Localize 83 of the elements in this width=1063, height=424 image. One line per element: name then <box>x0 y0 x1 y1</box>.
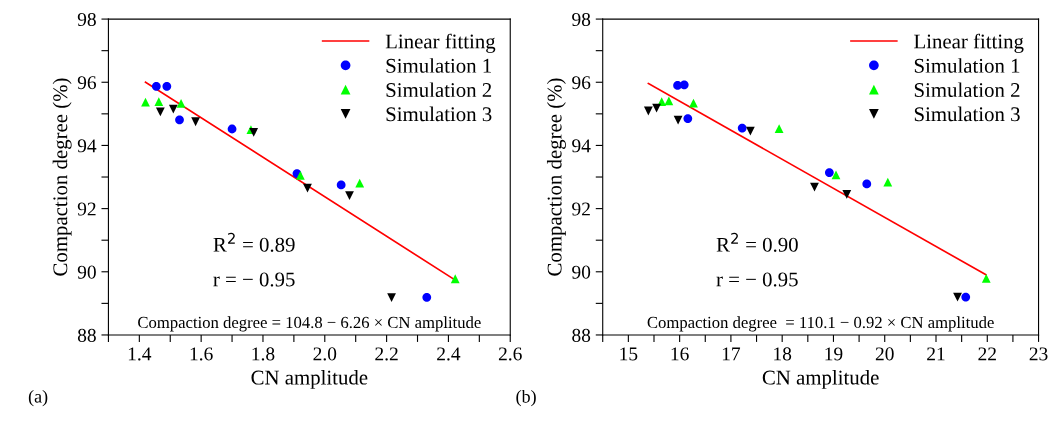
y-tick-label: 98 <box>572 12 591 27</box>
annotation: R$^{2}$ = 0.90 <box>716 232 798 252</box>
point <box>151 81 161 91</box>
point <box>953 292 962 302</box>
point <box>679 80 689 90</box>
point <box>336 180 346 190</box>
x-tick-label: 23 <box>1029 347 1048 361</box>
annotation: R$^{2}$ = 0.89 <box>213 232 295 252</box>
x-tick-label: 17 <box>722 347 741 361</box>
y-axis-title: Compaction degree (%) <box>546 78 566 276</box>
point <box>168 104 178 114</box>
x-tick-label: 21 <box>927 347 945 361</box>
point <box>176 99 186 108</box>
y-tick-label: 92 <box>572 202 590 216</box>
point <box>345 191 354 201</box>
y-tick-label: 92 <box>77 202 96 216</box>
annotation: r = − 0.95 <box>716 272 798 287</box>
point <box>355 178 365 188</box>
point <box>155 107 165 117</box>
y-tick-label: 90 <box>77 265 96 279</box>
point <box>810 182 819 192</box>
x-tick-label: 2.0 <box>313 347 337 361</box>
x-tick-label: 1.8 <box>252 347 275 361</box>
y-tick-label: 96 <box>572 76 591 90</box>
point <box>737 123 747 133</box>
point <box>824 168 834 177</box>
point <box>652 103 661 113</box>
point <box>191 117 200 127</box>
y-tick-label: 90 <box>572 265 591 279</box>
x-tick-label: 16 <box>671 347 689 361</box>
y-axis-title: Compaction degree (%) <box>52 78 72 276</box>
point <box>774 124 784 134</box>
point <box>450 274 460 284</box>
y-tick-label: 94 <box>572 139 591 153</box>
y-tick-label: 88 <box>572 328 591 342</box>
annotation: r = − 0.95 <box>213 272 295 287</box>
x-tick-label: 20 <box>875 347 894 361</box>
point <box>141 97 150 107</box>
x-tick-label: 1.4 <box>128 347 152 361</box>
text: (a) <box>28 389 48 407</box>
point <box>643 106 653 116</box>
point <box>883 177 893 187</box>
point <box>162 81 172 91</box>
y-tick-label: 94 <box>77 139 97 153</box>
y-tick-label: 88 <box>77 328 96 342</box>
legend-label: Linear fitting <box>914 33 1024 53</box>
point <box>842 190 852 199</box>
x-axis-title: CN amplitude <box>251 369 368 389</box>
annotation: Compaction degree = 104.8 − 6.26 × CN amplitude <box>138 316 481 332</box>
x-tick-label: 2.6 <box>498 347 522 361</box>
point <box>154 97 164 106</box>
point <box>862 179 872 189</box>
legend-label: Linear fitting <box>385 33 496 53</box>
point <box>961 292 971 302</box>
y-tick-label: 96 <box>77 76 97 90</box>
x-tick-label: 15 <box>620 347 638 361</box>
point <box>303 183 312 193</box>
legend-label: Simulation 1 <box>914 58 1020 73</box>
x-tick-label: 22 <box>978 347 996 361</box>
point <box>387 293 396 303</box>
legend-label: Simulation 3 <box>386 106 492 122</box>
point <box>227 124 237 134</box>
text: (b) <box>516 389 536 407</box>
legend-label: Simulation 2 <box>914 82 1020 98</box>
x-tick-label: 18 <box>774 347 792 361</box>
point <box>981 274 991 283</box>
point <box>683 114 693 123</box>
x-tick-label: 2.4 <box>437 347 461 361</box>
point <box>746 126 755 136</box>
annotation: Compaction degree = 110.1 − 0.92 × CN amplitude <box>647 316 994 332</box>
x-tick-label: 1.6 <box>190 347 213 361</box>
y-tick-label: 98 <box>77 12 96 27</box>
point <box>175 115 184 125</box>
legend-label: Simulation 1 <box>386 58 491 73</box>
legend-label: Simulation 3 <box>914 106 1020 122</box>
legend-label: Simulation 2 <box>386 82 492 98</box>
x-tick-label: 2.2 <box>375 347 398 361</box>
x-tick-label: 19 <box>825 347 843 361</box>
point <box>664 96 674 106</box>
point <box>673 115 683 125</box>
point <box>422 292 432 302</box>
point <box>831 170 841 180</box>
x-axis-title: CN amplitude <box>762 369 879 389</box>
